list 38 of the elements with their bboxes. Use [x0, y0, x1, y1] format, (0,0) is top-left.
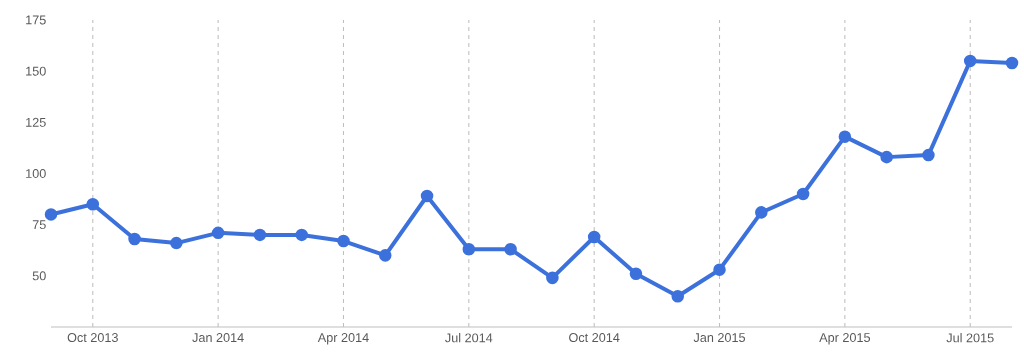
point [170, 236, 183, 250]
x-tick-label: Oct 2013 [67, 333, 118, 343]
x-tick-label: Oct 2014 [569, 333, 620, 343]
point [922, 148, 935, 162]
point [211, 226, 225, 240]
point [337, 234, 350, 248]
point [295, 228, 308, 242]
point [963, 54, 977, 68]
point [462, 242, 476, 256]
point [1005, 56, 1019, 70]
point [671, 290, 685, 303]
point [128, 232, 141, 246]
y-tick-label: 175 [26, 15, 46, 25]
point [838, 130, 852, 143]
point [546, 271, 559, 285]
y-tick-label: 125 [26, 117, 46, 127]
y-tick-label: 100 [26, 169, 46, 178]
point [587, 230, 601, 244]
point [379, 249, 392, 262]
y-tick-label: 150 [26, 66, 46, 76]
x-tick-label: Apr 2014 [317, 333, 369, 345]
point [420, 189, 434, 203]
point [253, 228, 267, 242]
x-tick-label: Jul 2015 [946, 333, 994, 343]
point [755, 206, 768, 219]
y-tick-label: 50 [32, 271, 46, 281]
point [504, 242, 517, 256]
point [880, 150, 893, 164]
point [796, 187, 810, 201]
point [629, 267, 643, 281]
y-tick-label: 75 [32, 220, 46, 230]
point [713, 263, 726, 276]
point [86, 197, 100, 211]
x-tick-label: Jul 2014 [445, 333, 493, 343]
point [44, 208, 58, 221]
x-tick-label: Jan 2015 [693, 333, 746, 343]
x-tick-label: Jan 2014 [192, 333, 244, 343]
x-tick-label: Apr 2015 [819, 333, 871, 345]
